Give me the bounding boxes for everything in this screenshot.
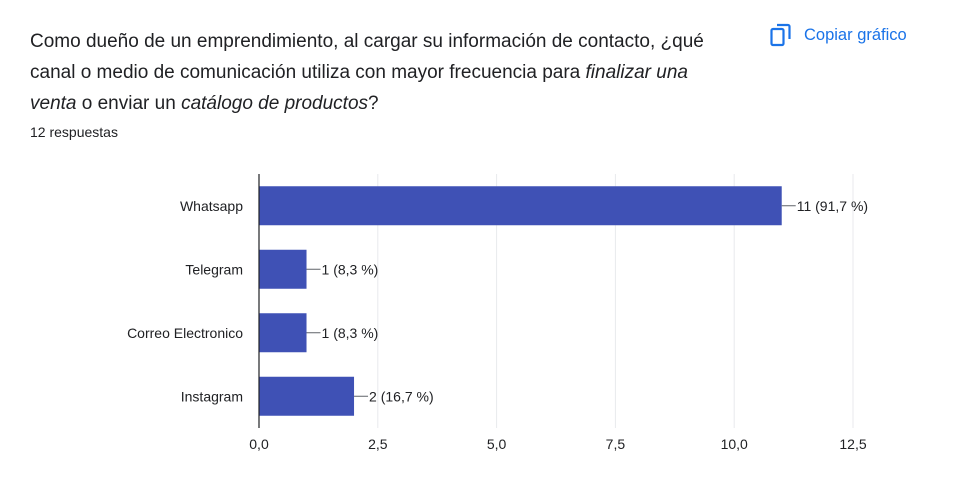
x-tick-label: 10,0 [721,436,748,452]
bar [259,376,355,416]
bar [259,313,307,353]
bar [259,186,782,226]
x-tick-label: 0,0 [249,436,269,452]
x-tick-label: 2,5 [368,436,388,452]
question-text-part3: ? [368,93,379,114]
x-tick-label: 5,0 [487,436,507,452]
category-label: Instagram [181,388,243,404]
question-emphasis-catalog: catálogo de productos [181,93,369,114]
question-text-part2: o enviar un [76,93,182,114]
question-emphasis-sale: finalizar una venta [30,62,688,114]
copy-chart-label: Copiar gráfico [804,25,907,44]
data-label: 1 (8,3 %) [322,261,379,277]
copy-icon [768,22,792,48]
data-label: 11 (91,7 %) [797,198,868,214]
data-label: 1 (8,3 %) [322,325,379,341]
x-tick-label: 7,5 [606,436,626,452]
data-label: 2 (16,7 %) [369,388,434,404]
question-title: Como dueño de un emprendimiento, al carg… [30,26,730,119]
copy-chart-button[interactable]: Copiar gráfico [762,18,913,52]
question-text-part1: Como dueño de un emprendimiento, al carg… [30,31,704,83]
category-label: Telegram [185,261,243,277]
x-tick-label: 12,5 [839,436,866,452]
category-label: Correo Electronico [127,325,243,341]
category-label: Whatsapp [180,198,243,214]
response-count: 12 respuestas [30,124,118,140]
bar [259,249,307,289]
